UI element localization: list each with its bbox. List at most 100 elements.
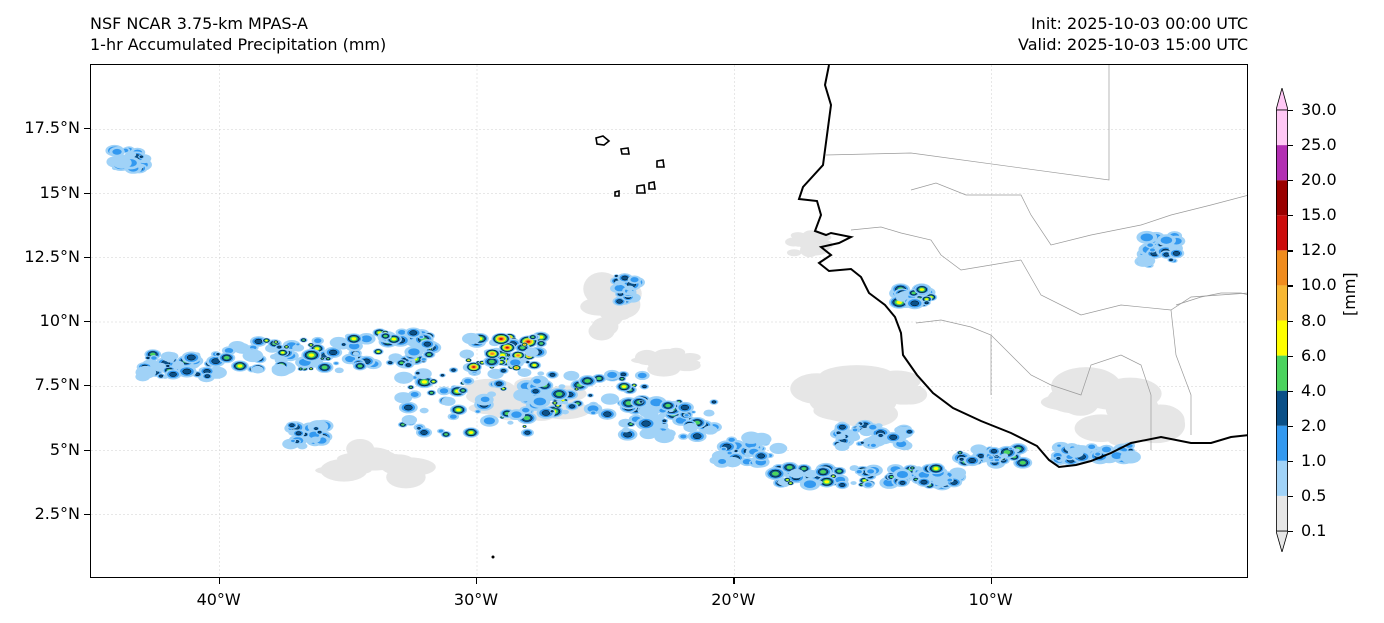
precip-cell — [852, 428, 858, 432]
precip-cell — [507, 354, 510, 356]
precip-cell — [920, 479, 928, 485]
precip-cell — [537, 371, 545, 376]
precip-cell — [849, 432, 857, 437]
precip-cell — [621, 275, 629, 281]
precip-cell — [523, 416, 531, 421]
precip-cell — [314, 338, 322, 344]
precip-cell — [654, 430, 675, 444]
precip-cell — [444, 433, 448, 436]
precip-cell — [703, 409, 715, 417]
precip-cell — [310, 368, 312, 370]
precip-cell — [703, 425, 718, 435]
precip-cell — [151, 356, 157, 360]
precip-cell — [1101, 446, 1112, 453]
precip-cell — [835, 433, 846, 440]
precip-cell — [519, 346, 525, 350]
precip-cell — [990, 449, 998, 454]
precip-cell — [639, 400, 643, 403]
lon-tick-mark — [990, 578, 992, 584]
precip-cell — [321, 357, 324, 360]
precip-cell — [947, 478, 953, 482]
precip-cell — [622, 427, 630, 433]
precip-cell — [438, 429, 444, 433]
precip-cell — [1160, 236, 1173, 244]
precip-cell — [1019, 460, 1026, 465]
precip-cell — [933, 467, 939, 471]
precip-cell — [524, 430, 531, 435]
precip-cell — [481, 362, 484, 364]
precip-cell — [242, 349, 264, 363]
precip-cell — [683, 422, 699, 433]
precip-cell — [587, 405, 599, 413]
precip-cell — [684, 413, 689, 417]
precip-cell — [112, 156, 132, 169]
precip-cell — [308, 353, 315, 357]
colorbar-level-label: 10.0 — [1301, 275, 1337, 295]
precip-cell — [427, 353, 432, 356]
precip-cell — [889, 434, 898, 440]
precip-cell — [360, 335, 372, 343]
precip-cell — [464, 378, 472, 384]
precip-cell — [423, 341, 432, 347]
precip-cell — [1149, 248, 1155, 252]
colorbar-extend-min — [1276, 530, 1288, 552]
precip-cell — [550, 410, 554, 413]
precip-cell — [569, 404, 576, 409]
lon-tick-label: 40°W — [196, 590, 241, 609]
precip-cell — [637, 372, 647, 379]
precip-cell — [1147, 243, 1154, 247]
precip-cell — [607, 371, 617, 378]
map-panel — [90, 64, 1248, 578]
colorbar-level-label: 15.0 — [1301, 205, 1337, 225]
colorbar-segment — [1276, 495, 1288, 531]
precip-cell — [896, 470, 909, 478]
precip-cell — [959, 457, 964, 461]
precip-cell — [531, 336, 535, 339]
time-title-block: Init: 2025-10-03 00:00 UTC Valid: 2025-1… — [1018, 13, 1248, 55]
precip-cell — [907, 430, 912, 434]
colorbar-tick — [1288, 285, 1293, 287]
precip-cell — [419, 407, 429, 414]
precip-cell — [517, 368, 532, 377]
colorbar-frame — [1276, 109, 1288, 532]
precip-cell — [526, 340, 531, 343]
precip-cell — [510, 359, 521, 366]
precip-cell — [416, 372, 420, 375]
precip-cell — [404, 404, 413, 411]
precip-cell — [186, 354, 196, 361]
precip-cell — [285, 346, 288, 348]
colorbar-level-label: 30.0 — [1301, 100, 1337, 119]
precip-cell — [388, 361, 393, 365]
precip-cell — [421, 380, 428, 384]
country-borders — [825, 65, 1247, 450]
precip-cell — [850, 481, 857, 485]
precip-cell — [146, 356, 150, 359]
light-rain-cell — [591, 317, 619, 336]
precip-cell — [483, 417, 496, 425]
precip-cell — [757, 453, 765, 459]
precip-cell — [507, 420, 514, 425]
precip-cell — [555, 391, 563, 397]
precip-cell — [633, 384, 636, 386]
precip-cell — [1120, 450, 1141, 464]
precip-cell — [516, 354, 520, 357]
precip-cell — [878, 434, 883, 437]
precip-cell — [160, 351, 177, 362]
lat-tick-mark — [84, 449, 90, 451]
colorbar-tick — [1288, 390, 1293, 392]
lat-tick-mark — [84, 256, 90, 258]
precip-cell — [321, 365, 328, 370]
colorbar-tick — [1288, 425, 1293, 427]
light-rain-cell — [393, 459, 431, 474]
precip-cell — [642, 385, 647, 389]
border-line — [1050, 354, 1152, 450]
precip-cell — [914, 478, 918, 481]
precip-cell — [166, 364, 170, 367]
precip-cell — [665, 403, 671, 408]
precip-cell — [334, 362, 339, 365]
precip-cell — [625, 401, 632, 406]
cape-verde-island — [656, 159, 665, 168]
precip-cell — [556, 404, 560, 407]
colorbar-segment — [1276, 355, 1288, 391]
precip-cell — [869, 424, 877, 430]
